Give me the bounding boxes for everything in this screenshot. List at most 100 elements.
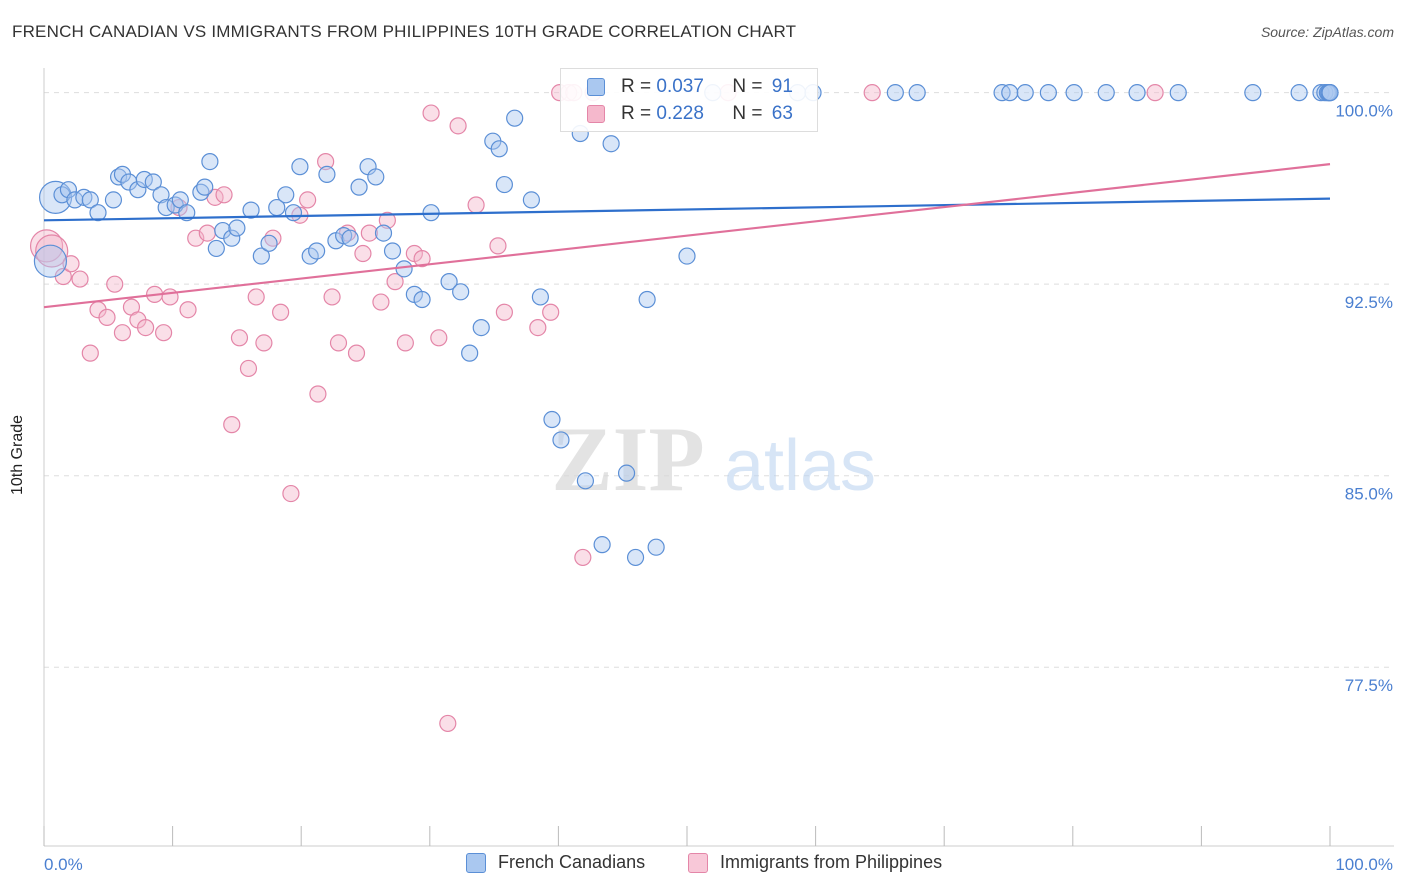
french-canadian-point: [318, 165, 336, 183]
philippines-point: [317, 152, 335, 171]
philippines-point: [179, 301, 197, 319]
french-canadian-point: [201, 152, 219, 171]
philippines-point: [574, 548, 592, 567]
legend-item-philippines: Immigrants from Philippines: [688, 852, 942, 873]
philippines-point: [223, 416, 241, 434]
watermark-atlas: atlas: [724, 426, 876, 506]
legend-n-value: 91: [771, 76, 793, 97]
french-canadian-point: [626, 548, 645, 567]
french-canadian-point: [1290, 84, 1308, 102]
french-canadian-point: [383, 242, 402, 260]
philippines-point: [161, 288, 179, 306]
french-canadian-point: [152, 186, 170, 204]
french-canadian-point: [33, 244, 68, 278]
legend-swatch-blue: [466, 852, 486, 873]
legend-row-philippines: R = 0.228 N = 63: [561, 101, 793, 127]
philippines-point: [489, 237, 507, 255]
french-canadian-point: [207, 239, 225, 258]
french-canadian-point: [593, 536, 611, 554]
correlation-legend: R = 0.037 N = 91 R = 0.228 N = 63: [560, 68, 818, 132]
y-tick-label: 92.5%: [1345, 293, 1393, 312]
french-canadian-point: [576, 472, 595, 490]
french-canadian-point: [81, 191, 99, 209]
french-canadian-point: [552, 431, 570, 449]
chart-title: FRENCH CANADIAN VS IMMIGRANTS FROM PHILI…: [12, 22, 797, 41]
grid-lines: [44, 92, 1394, 668]
french-canadian-point: [440, 273, 458, 291]
french-canadian-point: [196, 178, 214, 196]
philippines-point: [215, 186, 233, 204]
philippines-point: [239, 359, 258, 378]
french-canadian-point: [522, 191, 540, 209]
french-canadian-point: [886, 84, 904, 102]
french-canadian-point: [260, 234, 278, 252]
french-canadian-point: [223, 229, 241, 247]
legend-r-label: R =: [621, 76, 657, 97]
philippines-point: [422, 104, 440, 122]
x-tick-label: 0.0%: [44, 855, 83, 874]
french-canadian-point: [341, 229, 359, 247]
french-canadian-point: [129, 181, 147, 199]
philippines-point: [113, 324, 132, 342]
french-canadian-point: [1065, 84, 1083, 102]
french-canadian-point: [89, 204, 107, 222]
french-canadian-point: [531, 288, 549, 306]
philippines-point: [378, 211, 396, 229]
french-canadian-point: [350, 178, 368, 196]
french-canadian-point: [472, 318, 490, 337]
french-canadian-point: [252, 247, 270, 265]
french-canadian-point: [602, 135, 620, 153]
french-canadian-point: [104, 191, 123, 209]
philippines-point: [198, 224, 216, 242]
philippines-point: [272, 303, 290, 321]
legend-r-value: 0.228: [656, 103, 704, 124]
legend-row-french-canadians: R = 0.037 N = 91: [561, 74, 793, 100]
legend-n-label: N =: [732, 103, 768, 124]
y-tick-label: 77.5%: [1345, 676, 1393, 695]
french-canadian-point: [490, 140, 508, 158]
legend-label-philippines: Immigrants from Philippines: [720, 852, 943, 872]
french-canadian-point: [638, 290, 656, 309]
french-canadian-point: [506, 109, 524, 127]
philippines-point: [136, 318, 155, 337]
french-canadian-point: [1039, 84, 1057, 102]
french-canadian-point: [308, 242, 326, 260]
french-canadian-point: [495, 175, 513, 194]
french-canadian-point: [617, 464, 636, 482]
french-canadian-point: [277, 186, 295, 204]
legend-n-label: N =: [732, 76, 768, 97]
legend-swatch-pink: [587, 105, 605, 123]
french-canadian-point: [452, 283, 470, 301]
legend-item-french-canadians: French Canadians: [466, 852, 645, 873]
french-canadian-point: [1244, 84, 1262, 102]
trend-line-french-canadians: [43, 197, 1331, 222]
philippines-point: [299, 191, 317, 209]
axes: [43, 68, 1394, 847]
series-legend: French Canadians Immigrants from Philipp…: [0, 852, 1406, 878]
french-canadian-point: [543, 410, 561, 429]
philippines-point: [309, 385, 327, 403]
french-canadian-point: [144, 173, 162, 191]
french-canadian-point: [242, 201, 260, 219]
philippines-point: [35, 234, 69, 268]
french-canadian-point: [1001, 84, 1019, 102]
tick-labels: 77.5% 85.0% 92.5% 100.0% 0.0% 100.0%: [44, 102, 1393, 874]
french-canadian-point: [395, 260, 413, 278]
trend-line-philippines: [43, 163, 1331, 309]
french-canadian-point: [284, 204, 303, 222]
philippines-point: [372, 293, 390, 311]
philippines-point: [413, 250, 431, 268]
philippines-point: [495, 303, 513, 321]
french-canadian-point: [1321, 84, 1339, 102]
legend-r-label: R =: [621, 103, 657, 124]
french-canadian-point: [367, 168, 385, 186]
philippines-point: [255, 334, 273, 352]
french-canadian-point: [1169, 84, 1187, 102]
philippines-point: [430, 329, 448, 347]
philippines-point: [863, 84, 881, 102]
philippines-point: [386, 273, 404, 291]
x-tick-label: 100.0%: [1335, 855, 1393, 874]
philippines-point: [106, 275, 124, 293]
y-tick-label: 100.0%: [1335, 102, 1393, 121]
